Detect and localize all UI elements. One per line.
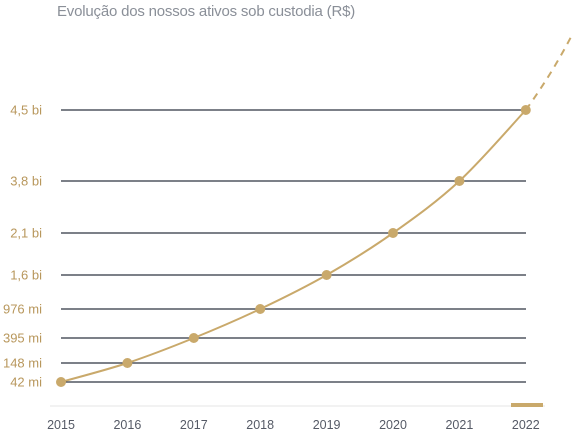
- data-point: [454, 176, 465, 186]
- y-tick-label: 1,6 bi: [10, 268, 42, 283]
- x-tick-label: 2022: [512, 418, 540, 431]
- series-lines: [60, 34, 573, 383]
- y-tick-label: 148 mi: [3, 356, 42, 371]
- y-tick-label: 395 mi: [3, 331, 42, 346]
- x-axis: [50, 403, 545, 407]
- x-tick-label: 2018: [246, 418, 274, 431]
- series-line: [60, 109, 527, 383]
- chart-title: Evolução dos nossos ativos sob custodia …: [57, 3, 356, 20]
- y-tick-label: 2,1 bi: [10, 226, 42, 241]
- data-point: [255, 304, 266, 314]
- series-points: [56, 105, 531, 387]
- data-point: [520, 105, 531, 115]
- y-tick-label: 42 mi: [10, 375, 42, 390]
- data-point: [388, 228, 398, 238]
- x-axis-highlight: [511, 403, 543, 407]
- gridlines: [61, 109, 526, 383]
- y-tick-label: 3,8 bi: [10, 174, 42, 189]
- x-tick-label: 2021: [445, 418, 473, 431]
- projection-line: [524, 34, 573, 111]
- x-tick-label: 2020: [379, 418, 407, 431]
- y-tick-labels: 42 mi 148 mi 395 mi 976 mi 1,6 bi 2,1 bi 3,8 b…: [3, 103, 42, 390]
- x-tick-label: 2019: [313, 418, 341, 431]
- data-point: [188, 333, 199, 343]
- x-tick-labels: 2015 2016 2017 2018 2019 2020 2021 2022: [47, 418, 540, 431]
- x-tick-label: 2017: [180, 418, 208, 431]
- y-tick-label: 976 mi: [3, 302, 42, 317]
- data-point: [56, 377, 66, 387]
- x-tick-label: 2015: [47, 418, 75, 431]
- x-tick-label: 2016: [113, 418, 141, 431]
- y-tick-label: 4,5 bi: [10, 103, 42, 118]
- data-point: [321, 270, 332, 280]
- data-point: [122, 358, 133, 368]
